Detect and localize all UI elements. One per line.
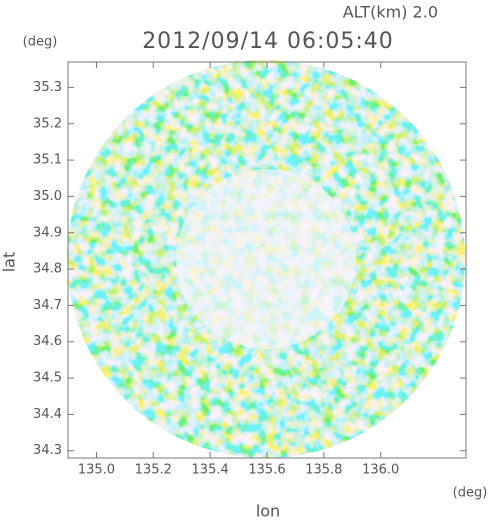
y-tick-label: 34.5: [33, 371, 62, 386]
x-tick-label: 135.6: [248, 463, 285, 478]
x-tick-label: 136.0: [362, 463, 399, 478]
y-tick-label: 34.4: [33, 407, 62, 422]
x-tick-label: 135.0: [78, 463, 115, 478]
y-tick-label: 34.6: [33, 334, 62, 349]
x-tick-label: 135.2: [135, 463, 172, 478]
subtitle: ALT(km) 2.0: [343, 3, 438, 22]
y-tick-label: 35.2: [33, 116, 62, 131]
y-tick-label: 34.8: [33, 262, 62, 277]
radar-center: [176, 169, 356, 349]
x-unit: (deg): [453, 486, 488, 501]
radar-field: [67, 60, 465, 458]
y-tick-label: 35.0: [33, 189, 62, 204]
y-tick-label: 35.1: [33, 153, 62, 168]
y-unit: (deg): [23, 35, 58, 50]
y-tick-label: 35.3: [33, 80, 62, 95]
y-tick-label: 34.3: [33, 443, 62, 458]
chart-title: 2012/09/14 06:05:40: [142, 29, 394, 54]
x-axis-label: lon: [256, 502, 280, 521]
y-tick-label: 34.9: [33, 225, 62, 240]
y-axis-label: lat: [0, 252, 19, 273]
x-tick-label: 135.4: [192, 463, 229, 478]
y-tick-label: 34.7: [33, 298, 62, 313]
x-tick-label: 135.8: [305, 463, 342, 478]
